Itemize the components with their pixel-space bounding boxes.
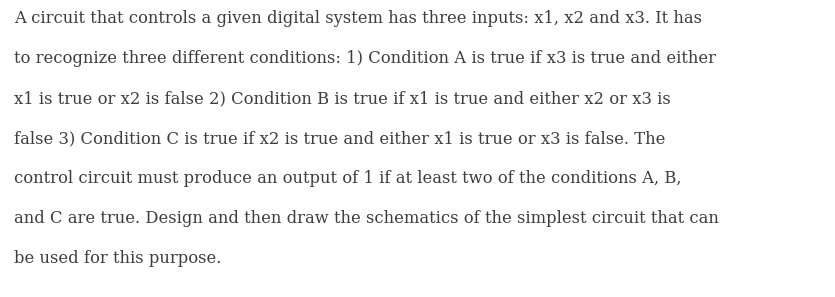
Text: false 3) Condition C is true if x2 is true and either x1 is true or x3 is false.: false 3) Condition C is true if x2 is tr…	[14, 130, 665, 147]
Text: A circuit that controls a given digital system has three inputs: x1, x2 and x3. : A circuit that controls a given digital …	[14, 10, 702, 27]
Text: control circuit must produce an output of 1 if at least two of the conditions A,: control circuit must produce an output o…	[14, 170, 681, 187]
Text: be used for this purpose.: be used for this purpose.	[14, 250, 221, 267]
Text: to recognize three different conditions: 1) Condition A is true if x3 is true an: to recognize three different conditions:…	[14, 50, 716, 67]
Text: and C are true. Design and then draw the schematics of the simplest circuit that: and C are true. Design and then draw the…	[14, 210, 719, 227]
Text: x1 is true or x2 is false 2) Condition B is true if x1 is true and either x2 or : x1 is true or x2 is false 2) Condition B…	[14, 90, 671, 107]
